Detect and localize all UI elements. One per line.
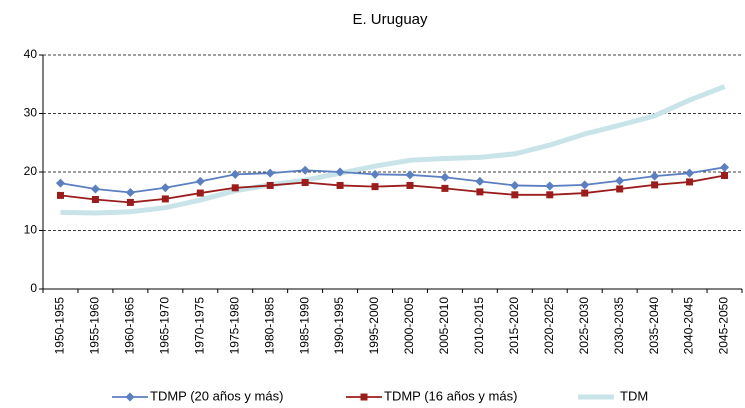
marker — [55, 178, 65, 188]
marker — [651, 181, 659, 189]
x-tick-label: 2025-2030 — [577, 297, 591, 355]
marker — [196, 189, 204, 197]
x-tick-label: 1950-1955 — [53, 297, 67, 355]
marker — [686, 178, 694, 186]
marker — [195, 176, 205, 186]
y-tick-label: 0 — [30, 281, 37, 295]
series-line — [60, 84, 726, 216]
marker — [475, 176, 485, 186]
marker — [371, 183, 379, 191]
marker — [511, 191, 519, 199]
x-tick-label: 2005-2010 — [437, 297, 451, 355]
marker — [56, 191, 64, 199]
marker — [125, 187, 135, 197]
x-tick-label: 2020-2025 — [542, 297, 556, 355]
marker — [510, 180, 520, 190]
legend-label: TDMP (16 años y más) — [384, 388, 517, 403]
marker — [91, 195, 99, 203]
marker — [615, 176, 625, 186]
legend-marker — [125, 392, 135, 402]
x-tick-label: 2040-2045 — [682, 297, 696, 355]
legend-label: TDMP (20 años y más) — [150, 388, 283, 403]
marker — [160, 183, 170, 193]
marker — [721, 172, 729, 180]
chart-title: E. Uruguay — [352, 11, 428, 28]
x-tick-label: 1975-1980 — [227, 297, 241, 355]
marker — [545, 181, 555, 191]
marker — [685, 168, 695, 178]
marker — [406, 181, 414, 189]
marker — [126, 198, 134, 206]
marker — [336, 181, 344, 189]
x-tick-label: 2000-2005 — [402, 297, 416, 355]
marker — [650, 171, 660, 181]
x-tick-label: 2045-2050 — [717, 297, 731, 355]
x-tick-label: 1965-1970 — [157, 297, 171, 355]
marker — [231, 184, 239, 192]
marker — [90, 184, 100, 194]
series-line — [60, 174, 725, 204]
marker — [580, 180, 590, 190]
marker — [370, 169, 380, 179]
marker — [265, 168, 275, 178]
marker — [720, 162, 730, 172]
marker — [546, 191, 554, 199]
legend-marker — [360, 393, 368, 401]
marker — [581, 189, 589, 197]
x-tick-label: 1970-1975 — [192, 297, 206, 355]
x-tick-label: 2035-2040 — [647, 297, 661, 355]
legend-label: TDM — [620, 388, 648, 403]
series-line — [60, 166, 725, 194]
x-tick-label: 1985-1990 — [297, 297, 311, 355]
marker — [300, 165, 310, 175]
marker — [230, 169, 240, 179]
y-tick-label: 30 — [24, 106, 38, 120]
marker — [616, 185, 624, 193]
x-tick-label: 1990-1995 — [332, 297, 346, 355]
x-tick-label: 2030-2035 — [612, 297, 626, 355]
x-tick-label: 1995-2000 — [367, 297, 381, 355]
marker — [476, 188, 484, 196]
marker — [266, 181, 274, 189]
marker — [441, 184, 449, 192]
x-tick-label: 1960-1965 — [123, 297, 137, 355]
x-tick-label: 2015-2020 — [507, 297, 521, 355]
y-tick-label: 40 — [24, 47, 38, 61]
x-tick-label: 1955-1960 — [88, 297, 102, 355]
y-tick-label: 20 — [24, 164, 38, 178]
x-tick-label: 1980-1985 — [262, 297, 276, 355]
marker — [440, 172, 450, 182]
marker — [301, 179, 309, 187]
y-tick-label: 10 — [24, 223, 38, 237]
marker — [335, 167, 345, 177]
marker — [405, 170, 415, 180]
x-tick-label: 2010-2015 — [472, 297, 486, 355]
marker — [161, 195, 169, 203]
